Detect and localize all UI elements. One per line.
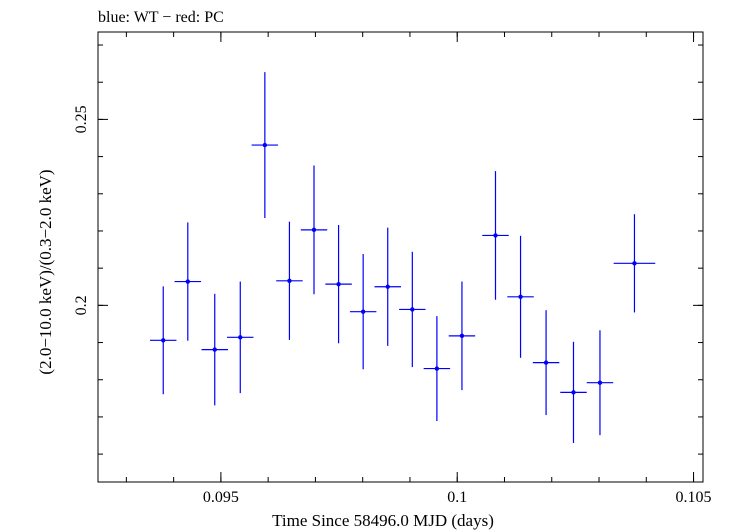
- data-marker: [493, 233, 498, 238]
- data-point: [399, 251, 426, 368]
- y-axis-label: (2.0−10.0 keV)/(0.3−2.0 keV): [36, 169, 55, 374]
- data-points: [149, 72, 656, 443]
- data-marker: [543, 360, 549, 365]
- data-marker: [336, 281, 341, 287]
- data-point: [201, 293, 228, 406]
- data-point: [613, 214, 656, 313]
- minor-ticks: [98, 32, 703, 482]
- data-marker: [385, 284, 390, 289]
- data-marker: [518, 294, 523, 299]
- data-point: [325, 225, 352, 344]
- x-tick-label: 0.105: [676, 489, 712, 506]
- data-marker: [459, 333, 465, 339]
- tick-labels: 0.095 0.1 0.105 0.2 0.25: [73, 105, 712, 506]
- x-axis-label: Time Since 58496.0 MJD (days): [272, 511, 494, 530]
- y-tick-label: 0.25: [73, 105, 90, 133]
- y-tick-label: 0.2: [73, 295, 90, 315]
- data-marker: [434, 366, 440, 371]
- data-marker: [161, 338, 166, 343]
- data-marker: [287, 278, 292, 283]
- data-point: [349, 254, 377, 370]
- data-point: [507, 235, 534, 358]
- chart-title: blue: WT − red: PC: [98, 9, 224, 26]
- data-point: [448, 281, 476, 391]
- major-ticks: [98, 32, 703, 482]
- data-point: [423, 316, 451, 422]
- data-point: [560, 341, 587, 443]
- data-point: [174, 222, 202, 341]
- data-point: [482, 171, 509, 300]
- data-point: [586, 330, 614, 436]
- data-point: [374, 227, 401, 346]
- data-marker: [410, 307, 415, 312]
- x-tick-label: 0.095: [203, 489, 239, 506]
- data-point: [300, 165, 328, 295]
- plot-frame: [97, 31, 704, 483]
- data-marker: [311, 227, 317, 233]
- data-point: [276, 221, 303, 340]
- data-marker: [238, 335, 243, 340]
- data-marker: [632, 261, 637, 266]
- x-tick-label: 0.1: [447, 489, 467, 506]
- data-marker: [360, 309, 366, 314]
- data-marker: [212, 347, 217, 352]
- data-marker: [571, 390, 576, 395]
- data-point: [149, 286, 177, 395]
- data-point: [532, 310, 560, 416]
- data-point: [227, 281, 254, 394]
- data-marker: [597, 380, 603, 385]
- data-marker: [262, 142, 268, 148]
- data-point: [251, 72, 279, 218]
- data-marker: [185, 279, 190, 284]
